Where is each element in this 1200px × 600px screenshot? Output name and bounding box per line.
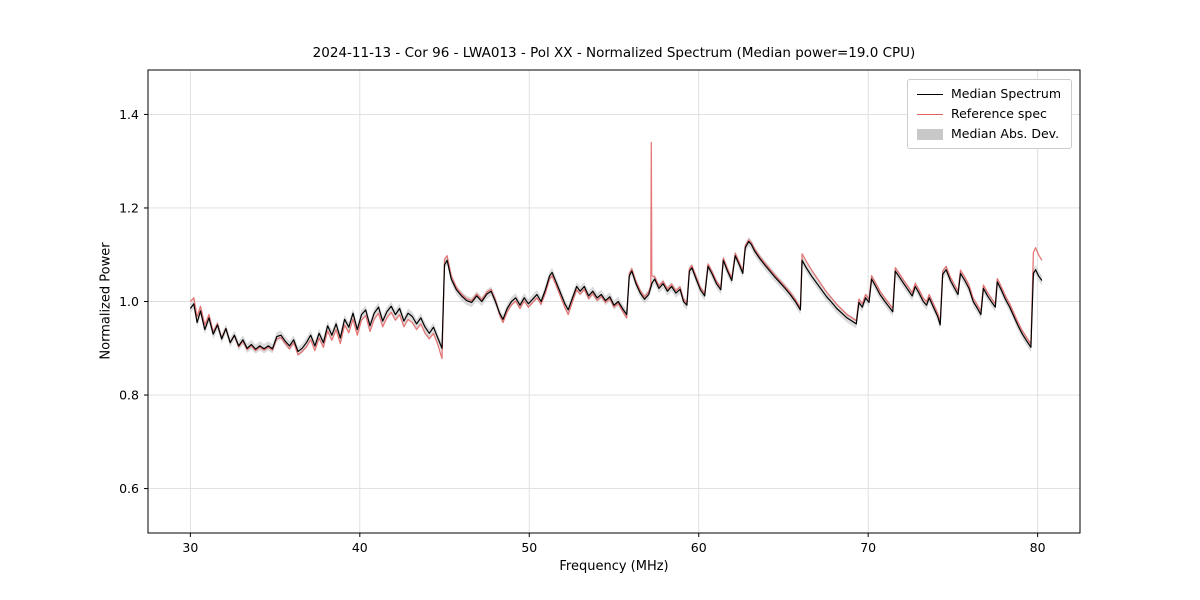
legend-label-reference-spec: Reference spec [950,106,1047,121]
x-tick-label: 40 [352,540,368,555]
median-abs-dev-patch-swatch [916,128,943,140]
y-axis-label: Normalized Power [98,242,114,360]
y-tick-label: 1.2 [119,200,139,215]
median-spectrum-line-swatch [916,93,943,95]
x-tick-label: 50 [521,540,537,555]
y-tick-label: 0.6 [119,481,139,496]
legend-item-reference-spec: Reference spec [916,106,1061,122]
median-abs-dev-band [190,237,1042,357]
x-tick-label: 30 [182,540,198,555]
reference-spec-line-swatch [916,113,943,115]
legend: Median Spectrum Reference spec Median Ab… [906,79,1072,149]
legend-item-median-abs-dev: Median Abs. Dev. [916,126,1061,142]
legend-label-median-spectrum: Median Spectrum [950,86,1061,101]
y-tick-label: 1.0 [119,294,139,309]
chart-title: 2024-11-13 - Cor 96 - LWA013 - Pol XX - … [312,45,916,61]
x-axis-label: Frequency (MHz) [559,559,669,574]
x-tick-label: 70 [860,540,876,555]
x-tick-label: 60 [691,540,707,555]
y-tick-label: 0.8 [119,388,139,403]
x-tick-label: 80 [1030,540,1046,555]
y-tick-label: 1.4 [119,107,139,122]
median-spectrum-line [189,241,1043,353]
reference-spec-line [189,141,1043,360]
legend-item-median-spectrum: Median Spectrum [916,86,1061,102]
legend-label-median-abs-dev: Median Abs. Dev. [950,126,1060,141]
